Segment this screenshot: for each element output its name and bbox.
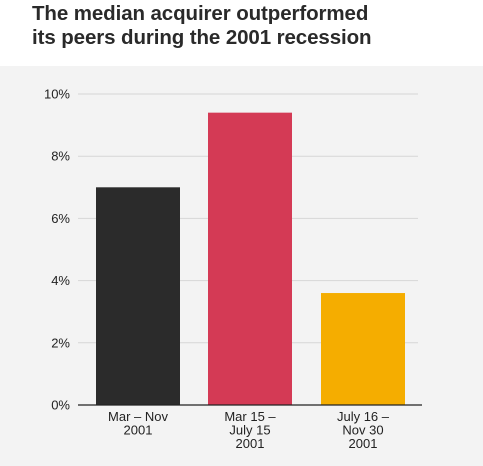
x-tick-label: 2001	[349, 436, 378, 451]
x-tick-label: Mar – Nov	[108, 409, 168, 424]
bar	[208, 112, 292, 405]
x-tick-label: 2001	[236, 436, 265, 451]
x-tick-label: July 16 –	[337, 409, 390, 424]
y-tick-label: 10%	[44, 87, 70, 102]
bar	[321, 293, 405, 405]
x-tick-label: Nov 30	[342, 423, 383, 438]
chart-title: The median acquirer outperformed its pee…	[32, 2, 472, 50]
y-tick-label: 8%	[51, 149, 70, 164]
chart-title-line-2: its peers during the 2001 recession	[32, 26, 372, 49]
y-tick-label: 4%	[51, 273, 70, 288]
x-tick-label: July 15	[229, 423, 270, 438]
y-tick-label: 2%	[51, 335, 70, 350]
x-tick-label: 2001	[124, 423, 153, 438]
y-tick-label: 0%	[51, 398, 70, 413]
chart-title-line-1: The median acquirer outperformed	[32, 2, 369, 25]
x-tick-label: Mar 15 –	[224, 409, 276, 424]
bar	[96, 187, 180, 405]
y-tick-label: 6%	[51, 211, 70, 226]
